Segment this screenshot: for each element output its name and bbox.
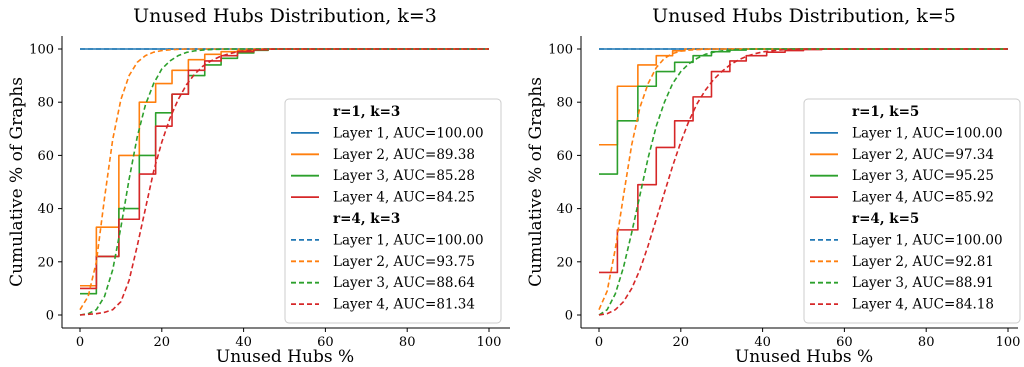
x-tick-label: 60 xyxy=(317,335,334,350)
y-tick-label: 20 xyxy=(556,255,573,270)
legend-entry-label: Layer 2, AUC=97.34 xyxy=(852,147,994,163)
legend-group-header: r=4, k=5 xyxy=(852,211,919,227)
chart-panel-1: Unused Hubs Distribution, k=3 0 20 40 60 80 10… xyxy=(7,5,510,367)
x-tick-label: 40 xyxy=(754,335,771,350)
x-tick-label: 20 xyxy=(154,335,171,350)
series-line-dashed-layer-4 xyxy=(598,48,1008,316)
x-tick-label: 0 xyxy=(76,335,84,350)
x-tick-label: 0 xyxy=(595,335,603,350)
legend-entry-label: Layer 4, AUC=84.25 xyxy=(333,190,475,206)
x-tick-label: 100 xyxy=(477,335,502,350)
x-axis-label: Unused Hubs % xyxy=(735,347,873,367)
legend-entry-label: Layer 1, AUC=100.00 xyxy=(852,125,1003,141)
series-line-dashed-layer-2 xyxy=(79,48,489,311)
series-line-dashed-layer-4 xyxy=(79,48,489,316)
x-tick-label: 80 xyxy=(399,335,416,350)
chart-title: Unused Hubs Distribution, k=3 xyxy=(133,5,437,27)
series-line-dashed-layer-3 xyxy=(79,48,489,316)
y-tick-label: 80 xyxy=(37,96,54,111)
series-line-dashed-layer-2 xyxy=(598,48,1008,311)
legend-group-header: r=1, k=3 xyxy=(333,104,400,120)
y-tick-label: 60 xyxy=(37,149,54,164)
legend-entry-label: Layer 4, AUC=81.34 xyxy=(333,297,475,313)
series-line-dashed-layer-3 xyxy=(598,48,1008,316)
legend-entry-label: Layer 1, AUC=100.00 xyxy=(333,232,484,248)
y-tick-label: 40 xyxy=(37,202,54,217)
legend-group-header: r=4, k=3 xyxy=(333,211,400,227)
chart-panel-2: Unused Hubs Distribution, k=5 0 20 40 60 80 10… xyxy=(526,5,1021,367)
y-tick-label: 80 xyxy=(556,96,573,111)
legend-box xyxy=(803,98,1021,324)
series-line-solid-layer-3 xyxy=(599,48,1008,175)
legend: r=1, k=5 Layer 1, AUC=100.00 Layer 2, AUC=… xyxy=(803,98,1021,324)
legend-entry-label: Layer 4, AUC=84.18 xyxy=(852,297,994,313)
y-tick-label: 0 xyxy=(46,309,54,324)
legend-entry-label: Layer 3, AUC=88.91 xyxy=(852,275,994,291)
legend-entry-label: Layer 4, AUC=85.92 xyxy=(852,190,994,206)
y-tick-label: 60 xyxy=(556,149,573,164)
legend-entry-label: Layer 1, AUC=100.00 xyxy=(852,232,1003,248)
y-tick-label: 40 xyxy=(556,202,573,217)
legend-group-header: r=1, k=5 xyxy=(852,104,919,120)
x-tick-label: 100 xyxy=(996,335,1021,350)
y-tick-label: 0 xyxy=(565,309,573,324)
legend-entry-label: Layer 2, AUC=89.38 xyxy=(333,147,475,163)
legend-entry-label: Layer 3, AUC=85.28 xyxy=(333,168,475,184)
legend-box xyxy=(284,98,502,324)
y-axis-label: Cumulative % of Graphs xyxy=(7,77,27,287)
y-tick-label: 100 xyxy=(548,43,573,58)
legend-entry-label: Layer 3, AUC=95.25 xyxy=(852,168,994,184)
legend-entry-label: Layer 2, AUC=92.81 xyxy=(852,254,994,270)
x-tick-label: 20 xyxy=(673,335,690,350)
x-tick-label: 40 xyxy=(235,335,252,350)
legend-entry-label: Layer 3, AUC=88.64 xyxy=(333,275,475,291)
y-tick-label: 20 xyxy=(37,255,54,270)
legend: r=1, k=3 Layer 1, AUC=100.00 Layer 2, AUC=… xyxy=(284,98,502,324)
x-axis-label: Unused Hubs % xyxy=(216,347,354,367)
y-axis-label: Cumulative % of Graphs xyxy=(526,77,546,287)
chart-title: Unused Hubs Distribution, k=5 xyxy=(652,5,956,27)
legend-entry-label: Layer 2, AUC=93.75 xyxy=(333,254,475,270)
legend-entry-label: Layer 1, AUC=100.00 xyxy=(333,125,484,141)
x-tick-label: 60 xyxy=(836,335,853,350)
y-tick-label: 100 xyxy=(29,43,54,58)
x-tick-label: 80 xyxy=(918,335,935,350)
